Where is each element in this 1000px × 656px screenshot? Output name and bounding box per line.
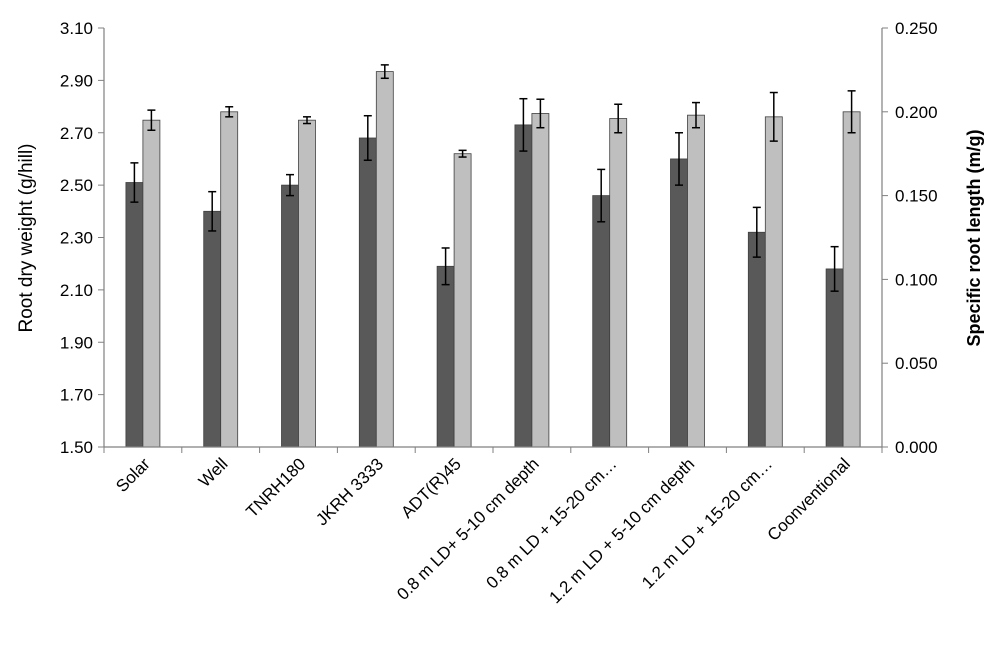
y-tick-label: 2.70 [60,124,93,143]
x-tick-label: JKRH 3333 [312,454,387,529]
bar [842,111,861,448]
y2-tick-label: 0.050 [895,354,938,373]
bar [747,231,766,448]
bar [281,184,299,448]
y-axis-title: Root dry weight (g/hill) [16,143,37,332]
bar [514,124,533,448]
y-tick-label: 1.70 [60,386,93,405]
x-tick-label: TNRH180 [242,454,309,521]
y2-tick-label: 0.250 [895,19,938,38]
bar [531,113,550,448]
x-tick-label: ADT(R)45 [397,454,465,522]
bar [436,265,455,448]
error-bars [130,64,856,292]
x-tick-label: 1.2 m LD + 5-10 cm depth [546,454,699,607]
x-tick-label: Well [195,454,232,491]
y-tick-label: 3.10 [60,19,93,38]
axes [98,27,888,453]
bars [125,71,861,448]
y2-tick-label: 0.150 [895,187,938,206]
bar [203,210,222,448]
y2-tick-label: 0.100 [895,270,938,289]
bar [764,116,783,448]
y-tick-label: 2.10 [60,281,93,300]
bar [125,182,144,448]
y-tick-label: 1.50 [60,438,93,457]
bar [220,111,239,448]
bar [358,137,377,448]
bar [375,71,394,448]
bar [142,119,161,448]
x-tick-label: Coonventional [764,454,854,544]
bar [592,195,611,448]
y-tick-label: 2.30 [60,229,93,248]
x-tick-label: 0.8 m LD+ 5-10 cm depth [393,454,542,603]
y-tick-label: 1.90 [60,333,93,352]
bar [687,114,705,448]
bar [609,118,628,448]
y2-axis-title: Specific root length (m/g) [964,129,984,346]
labels: Solar Well TNRH180 JKRH 3333 ADT(R)450.8 m L… [60,19,938,607]
x-tick-label: Solar [112,454,154,496]
y2-tick-label: 0.000 [895,438,938,457]
y-tick-label: 2.50 [60,176,93,195]
bar [670,158,688,448]
x-tick-label: 1.2 m LD + 15-20 cm… [638,454,776,592]
y2-tick-label: 0.200 [895,103,938,122]
bar [453,153,472,448]
bar [825,268,844,448]
x-tick-label: 0.8 m LD + 15-20 cm… [482,454,620,592]
bar [298,119,316,448]
y-tick-label: 2.90 [60,71,93,90]
